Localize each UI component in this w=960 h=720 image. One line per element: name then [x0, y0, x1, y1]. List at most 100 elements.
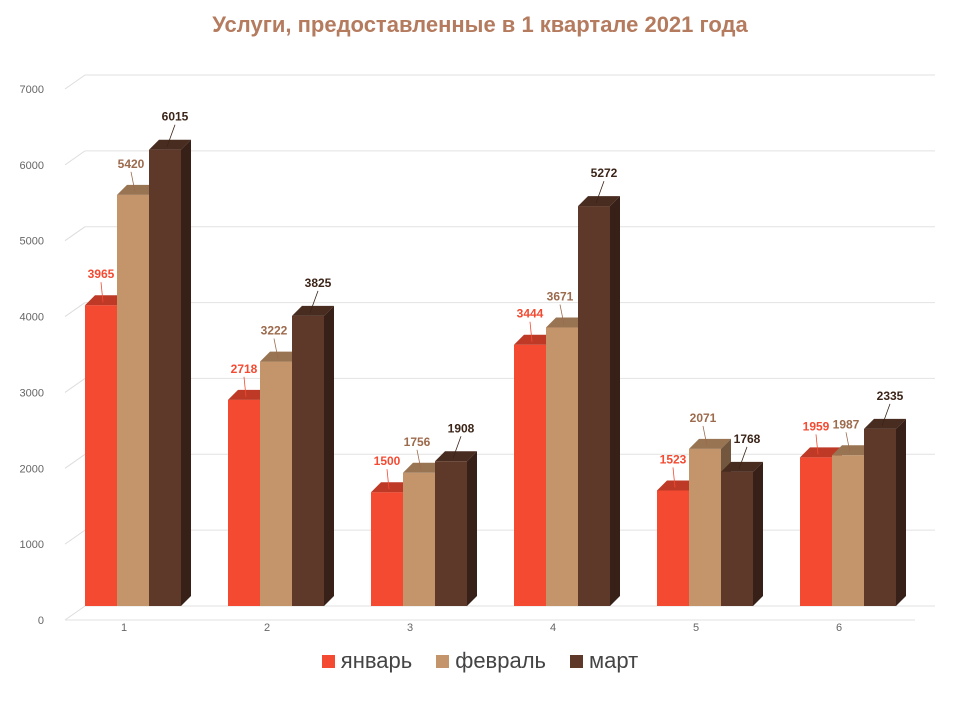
- bar: [292, 315, 324, 606]
- bar-top: [371, 482, 413, 493]
- bar: [435, 461, 467, 606]
- label-leader: [100, 282, 104, 303]
- label-leader: [309, 290, 319, 313]
- bar: [514, 344, 546, 606]
- bar: [117, 194, 149, 606]
- bar-top: [403, 462, 445, 473]
- label-leader: [273, 338, 279, 359]
- label-leader: [130, 171, 136, 192]
- label-leader: [166, 124, 176, 147]
- legend: январь февраль март: [0, 648, 960, 674]
- x-tick-label: 2: [264, 622, 270, 634]
- bar-top: [435, 451, 477, 462]
- label-leader: [672, 467, 676, 488]
- chart-title: Услуги, предоставленные в 1 квартале 202…: [212, 12, 748, 37]
- bar-top: [149, 139, 191, 150]
- label-leader: [559, 304, 565, 325]
- data-label: 3825: [305, 276, 332, 290]
- axis-layer: 0 1000 2000 3000 4000 5000 6000 7000 1 2 3 4 5 6: [20, 84, 843, 634]
- legend-label: март: [589, 648, 639, 673]
- data-label: 2718: [231, 362, 258, 376]
- bar: [578, 206, 610, 606]
- gridline-diagonal: [64, 302, 86, 317]
- y-tick-label: 6000: [20, 160, 44, 172]
- label-leader: [595, 180, 605, 204]
- data-label: 5272: [591, 166, 618, 180]
- label-leader: [386, 469, 390, 490]
- label-leader: [702, 425, 708, 446]
- bar-top: [546, 317, 588, 328]
- data-label: 3965: [88, 267, 115, 281]
- bar-top: [117, 184, 159, 195]
- legend-item-january: январь: [321, 648, 413, 674]
- gridline-diagonal: [64, 529, 86, 545]
- label-leader: [881, 403, 891, 427]
- bar-side: [610, 196, 620, 606]
- grid-layer: [64, 74, 935, 621]
- label-leader: [845, 432, 851, 453]
- bar-side: [753, 461, 763, 606]
- x-tick-label: 4: [550, 622, 556, 634]
- legend-swatch: [570, 654, 584, 668]
- legend-item-february: февраль: [436, 648, 546, 674]
- bar-side: [467, 451, 477, 606]
- data-label: 1959: [803, 419, 830, 433]
- bar-top: [578, 196, 620, 207]
- bar: [403, 472, 435, 606]
- bar: [800, 457, 832, 606]
- data-label: 3671: [547, 290, 574, 304]
- bar: [546, 327, 578, 606]
- y-tick-label: 3000: [20, 387, 44, 399]
- gridline-diagonal: [64, 378, 86, 393]
- y-tick-label: 7000: [20, 84, 44, 96]
- label-leader: [452, 436, 462, 459]
- x-tick-label: 5: [693, 622, 699, 634]
- data-label: 3444: [517, 307, 544, 321]
- legend-swatch: [321, 654, 335, 668]
- y-tick-label: 2000: [20, 463, 44, 475]
- label-leader: [416, 449, 422, 470]
- label-leader: [738, 446, 748, 470]
- bar: [228, 399, 260, 606]
- bar: [657, 490, 689, 606]
- gridline-diagonal: [64, 605, 86, 621]
- data-label: 1500: [374, 454, 401, 468]
- x-tick-label: 3: [407, 622, 413, 634]
- legend-label: январь: [340, 648, 413, 673]
- bar-top: [721, 461, 763, 472]
- data-label: 1987: [833, 417, 860, 431]
- data-label: 6015: [162, 110, 189, 124]
- bar-top: [514, 334, 556, 345]
- legend-label: февраль: [455, 648, 547, 673]
- y-tick-label: 5000: [20, 236, 44, 248]
- data-label: 2335: [877, 389, 904, 403]
- bar: [371, 492, 403, 606]
- data-label: 1756: [404, 435, 431, 449]
- bar-top: [657, 480, 699, 491]
- bar-side: [324, 305, 334, 606]
- label-leader: [529, 321, 533, 342]
- label-leader: [815, 434, 819, 455]
- bar: [149, 149, 181, 606]
- y-tick-label: 4000: [20, 312, 44, 324]
- bar-top: [260, 351, 302, 362]
- data-label: 3222: [261, 324, 288, 338]
- gridline-diagonal: [64, 453, 86, 469]
- bar-top: [832, 445, 874, 456]
- gridline-diagonal: [64, 150, 86, 166]
- legend-item-march: март: [570, 648, 638, 674]
- label-leader: [243, 376, 247, 397]
- bar-top: [228, 389, 270, 400]
- bar-side: [896, 418, 906, 606]
- data-label: 5420: [118, 157, 145, 171]
- bar-layer: [85, 139, 906, 606]
- bar: [864, 428, 896, 606]
- x-tick-label: 1: [121, 622, 127, 634]
- gridline-diagonal: [64, 226, 86, 242]
- bar-top: [85, 295, 127, 306]
- data-label: 2071: [690, 411, 717, 425]
- bar-top: [292, 305, 334, 316]
- gridline-diagonal: [64, 74, 86, 90]
- x-tick-label: 6: [836, 622, 842, 634]
- bar-side: [181, 139, 191, 606]
